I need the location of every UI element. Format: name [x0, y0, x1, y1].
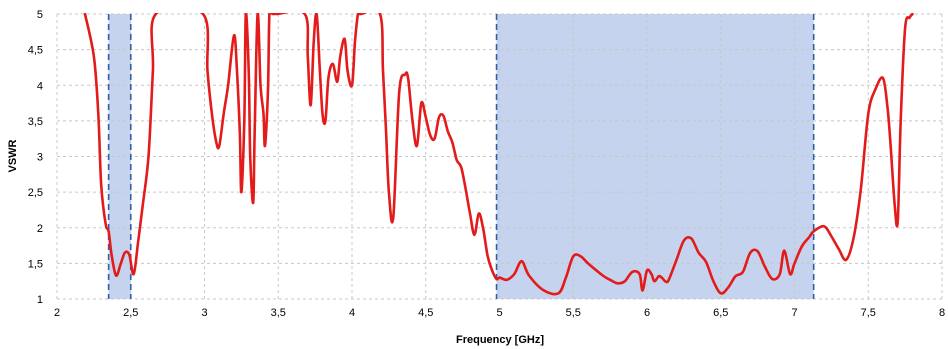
y-tick-label: 2,5: [28, 187, 43, 199]
y-tick-label: 1,5: [28, 258, 43, 270]
x-tick-label: 6: [644, 307, 650, 319]
x-tick-label: 5: [496, 307, 502, 319]
y-tick-label: 1: [37, 294, 43, 306]
y-axis-title: VSWR: [7, 139, 19, 172]
series-group: [83, 13, 914, 296]
series-line-1: [83, 13, 914, 296]
x-tick-label: 3,5: [271, 307, 286, 319]
x-tick-label: 2: [54, 307, 60, 319]
x-tick-label: 2,5: [123, 307, 138, 319]
x-tick-label: 7,5: [861, 307, 876, 319]
y-tick-label: 4,5: [28, 45, 43, 57]
x-tick-label: 3: [201, 307, 207, 319]
x-tick-label: 6,5: [713, 307, 728, 319]
y-tick-label: 5: [37, 9, 43, 21]
x-axis-title: Frequency [GHz]: [456, 334, 544, 346]
x-tick-label: 4,5: [418, 307, 433, 319]
band-edges: [107, 14, 815, 299]
y-tick-label: 2: [37, 223, 43, 235]
y-tick-label: 3: [37, 152, 43, 164]
x-tick-label: 4: [349, 307, 355, 319]
x-tick-label: 7: [791, 307, 797, 319]
y-tick-labels: 1 1,5 2 2,5 3 3,5 4 4,5 5: [28, 9, 43, 306]
x-tick-label: 8: [939, 307, 945, 319]
y-tick-label: 4: [37, 80, 43, 92]
x-tick-labels: 2 2,5 3 3,5 4 4,5 5 5,5 6 6,5 7 7,5 8: [54, 307, 945, 319]
x-tick-label: 5,5: [566, 307, 581, 319]
y-tick-label: 3,5: [28, 116, 43, 128]
